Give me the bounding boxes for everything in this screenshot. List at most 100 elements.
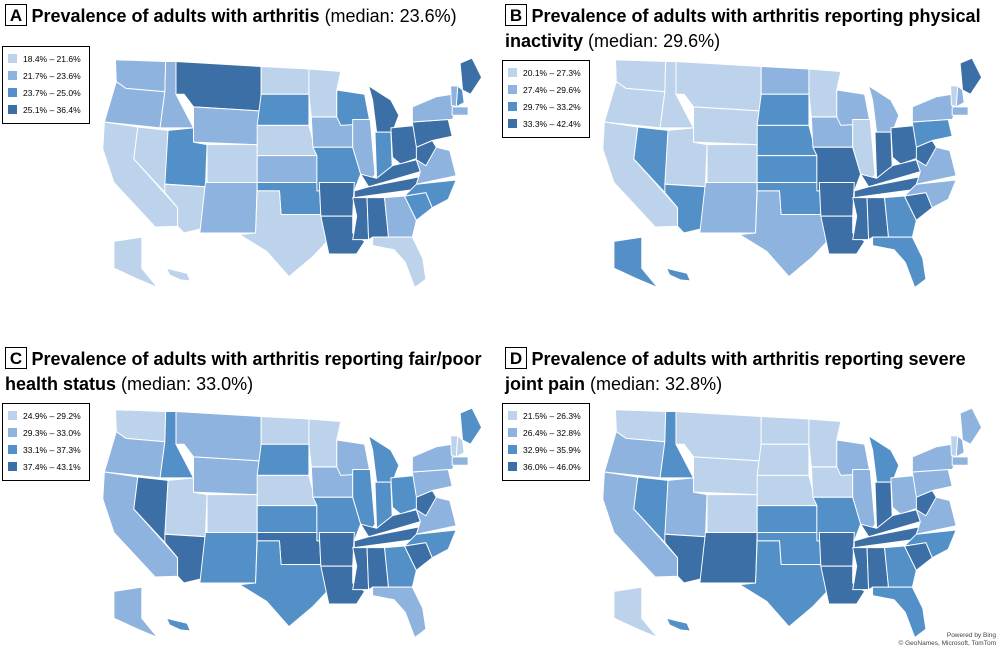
- legend-item: 27.4% – 29.6%: [508, 82, 589, 99]
- state-wyoming: [693, 456, 762, 496]
- state-massachusetts: [451, 106, 469, 116]
- state-kansas: [256, 505, 318, 534]
- state-new-mexico: [199, 532, 258, 584]
- state-mississippi: [352, 547, 370, 591]
- state-ohio: [890, 474, 921, 515]
- state-new-mexico: [699, 182, 758, 234]
- us-map-svg: [602, 407, 983, 639]
- state-mississippi: [852, 197, 870, 241]
- panel-median: (median: 29.6%): [588, 31, 721, 51]
- panel-header: D Prevalence of adults with arthritis re…: [505, 347, 994, 397]
- state-louisiana: [820, 565, 866, 605]
- state-new-york: [411, 443, 457, 473]
- state-north-carolina: [903, 529, 957, 559]
- panel-header: A Prevalence of adults with arthritis (m…: [5, 4, 494, 29]
- state-montana: [675, 410, 762, 462]
- us-map-svg: [102, 57, 483, 289]
- state-michigan: [868, 435, 900, 483]
- state-florida: [872, 586, 927, 639]
- state-massachusetts: [451, 456, 469, 466]
- legend-swatch: [508, 428, 517, 437]
- state-vermont: [450, 85, 459, 108]
- panel-letter: B: [505, 4, 527, 26]
- legend-label: 36.0% – 46.0%: [523, 462, 581, 472]
- map-legend: 24.9% – 29.2% 29.3% – 33.0% 33.1% – 37.3…: [2, 403, 90, 481]
- state-nebraska: [756, 474, 818, 507]
- state-new-york: [911, 443, 957, 473]
- state-colorado: [206, 494, 258, 534]
- state-minnesota: [808, 418, 842, 468]
- legend-item: 33.3% – 42.4%: [508, 116, 589, 133]
- state-new-york: [911, 93, 957, 123]
- state-louisiana: [320, 565, 366, 605]
- state-minnesota: [808, 68, 842, 118]
- state-montana: [175, 60, 262, 112]
- state-mississippi: [852, 547, 870, 591]
- state-georgia: [884, 545, 917, 588]
- state-alaska: [613, 586, 659, 639]
- state-vermont: [450, 435, 459, 458]
- legend-swatch: [8, 54, 17, 63]
- legend-swatch: [508, 102, 517, 111]
- state-texas: [739, 540, 828, 628]
- state-georgia: [384, 545, 417, 588]
- us-choropleth-map: [98, 48, 488, 296]
- state-louisiana: [820, 215, 866, 255]
- state-georgia: [384, 195, 417, 238]
- legend-label: 26.4% – 32.8%: [523, 428, 581, 438]
- state-arkansas: [818, 532, 855, 567]
- state-wyoming: [193, 456, 262, 496]
- state-maine: [959, 407, 983, 445]
- legend-swatch: [8, 445, 17, 454]
- state-florida: [872, 236, 927, 289]
- state-colorado: [206, 144, 258, 184]
- state-hawaii: [665, 617, 691, 632]
- panel-title: Prevalence of adults with arthritis repo…: [505, 349, 966, 394]
- state-hawaii: [165, 617, 191, 632]
- legend-label: 18.4% – 21.6%: [23, 54, 81, 64]
- state-nebraska: [256, 124, 318, 157]
- state-kansas: [756, 505, 818, 534]
- legend-swatch: [508, 462, 517, 471]
- state-alaska: [113, 586, 159, 639]
- state-north-dakota: [260, 415, 310, 445]
- state-new-mexico: [199, 182, 258, 234]
- state-alaska: [613, 236, 659, 289]
- legend-swatch: [8, 462, 17, 471]
- legend-swatch: [508, 85, 517, 94]
- legend-label: 29.3% – 33.0%: [23, 428, 81, 438]
- map-legend: 20.1% – 27.3% 27.4% – 29.6% 29.7% – 33.2…: [502, 60, 590, 138]
- state-georgia: [884, 195, 917, 238]
- us-choropleth-map: [598, 398, 988, 646]
- legend-label: 25.1% – 36.4%: [23, 105, 81, 115]
- legend-item: 24.9% – 29.2%: [8, 408, 89, 425]
- state-massachusetts: [951, 106, 969, 116]
- state-ohio: [390, 124, 421, 165]
- map-legend: 18.4% – 21.6% 21.7% – 23.6% 23.7% – 25.0…: [2, 46, 90, 124]
- state-ohio: [890, 124, 921, 165]
- state-florida: [372, 236, 427, 289]
- state-maine: [459, 407, 483, 445]
- state-florida: [372, 586, 427, 639]
- state-nebraska: [256, 474, 318, 507]
- state-colorado: [706, 144, 758, 184]
- state-north-carolina: [403, 529, 457, 559]
- us-map-svg: [102, 407, 483, 639]
- state-texas: [239, 540, 328, 628]
- panel-header: C Prevalence of adults with arthritis re…: [5, 347, 494, 397]
- legend-label: 32.9% – 35.9%: [523, 445, 581, 455]
- state-minnesota: [308, 418, 342, 468]
- legend-label: 37.4% – 43.1%: [23, 462, 81, 472]
- panel-a: A Prevalence of adults with arthritis (m…: [0, 0, 500, 325]
- legend-swatch: [508, 445, 517, 454]
- panel-title: Prevalence of adults with arthritis: [31, 6, 320, 26]
- panel-median: (median: 33.0%): [121, 374, 254, 394]
- legend-label: 21.7% – 23.6%: [23, 71, 81, 81]
- legend-swatch: [508, 68, 517, 77]
- state-minnesota: [308, 68, 342, 118]
- state-north-dakota: [760, 65, 810, 95]
- legend-swatch: [8, 71, 17, 80]
- panel-letter: C: [5, 347, 27, 369]
- legend-label: 27.4% – 29.6%: [523, 85, 581, 95]
- legend-item: 33.1% – 37.3%: [8, 442, 89, 459]
